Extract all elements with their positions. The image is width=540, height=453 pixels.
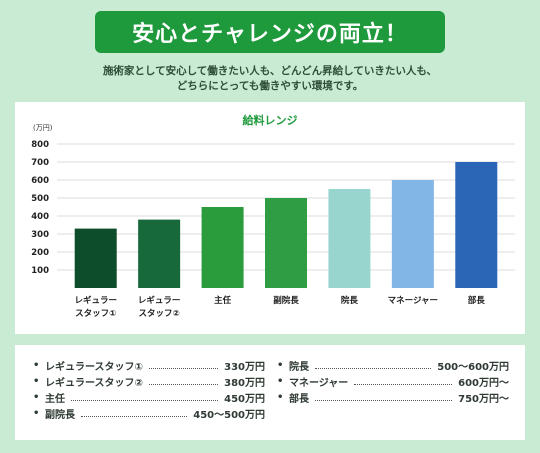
- subtitle-line-2: どちらにとっても働きやすい環境です。: [176, 80, 364, 92]
- x-tick-label: スタッフ①: [75, 308, 116, 319]
- legend-row: • マネージャー 600万円〜: [277, 373, 509, 389]
- x-tick-label: レギュラー: [74, 295, 117, 306]
- bullet-icon: •: [277, 375, 284, 387]
- legend-salary-value: 450万円: [224, 393, 265, 405]
- x-tick-label: スタッフ②: [139, 308, 180, 319]
- legend-salary-value: 600万円〜: [458, 377, 509, 389]
- bullet-icon: •: [277, 359, 284, 371]
- legend-salary-value: 500〜600万円: [437, 361, 509, 373]
- x-tick-label: 副院長: [273, 295, 299, 306]
- bar: [201, 207, 244, 288]
- y-tick-label: 600: [31, 176, 49, 186]
- y-tick-label: 800: [31, 140, 49, 150]
- legend-position-name: 副院長: [45, 409, 75, 421]
- bullet-icon: •: [277, 391, 284, 403]
- dotted-leader: [354, 378, 453, 385]
- legend-salary-value: 330万円: [224, 361, 265, 373]
- legend-right-column: • 院長 500〜600万円 • マネージャー 600万円〜 • 部長 750万円〜: [277, 357, 509, 405]
- x-tick-label: 主任: [214, 295, 232, 306]
- legend-salary-value: 450〜500万円: [193, 409, 265, 421]
- bullet-icon: •: [33, 391, 40, 403]
- bar: [74, 228, 117, 288]
- dotted-leader: [148, 362, 219, 369]
- legend-row: • 主任 450万円: [33, 389, 265, 405]
- legend-position-name: レギュラースタッフ①: [45, 361, 143, 373]
- salary-legend-panel: • レギュラースタッフ① 330万円 • レギュラースタッフ② 380万円 • 主任 450万円…: [15, 345, 525, 440]
- subtitle: 施術家として安心して働きたい人も、どんどん昇給していきたい人も、 どちらにとって…: [0, 64, 540, 94]
- dotted-leader: [315, 394, 453, 401]
- legend-salary-value: 750万円〜: [458, 393, 509, 405]
- page-title: 安心とチャレンジの両立！: [95, 11, 445, 53]
- salary-bar-chart: (万円) 100 200 300 400 500 600 700 800 レギュラースタッフ① レギ…: [31, 124, 515, 319]
- bar: [138, 219, 181, 288]
- dotted-leader: [71, 394, 219, 401]
- y-tick-label: 500: [31, 194, 49, 204]
- legend-row: • 副院長 450〜500万円: [33, 405, 265, 421]
- legend-position-name: 院長: [289, 361, 309, 373]
- chart-title: 給料レンジ: [242, 114, 298, 127]
- x-tick-label: 院長: [341, 295, 359, 306]
- x-tick-label: 部長: [468, 295, 486, 306]
- salary-chart-panel: 給料レンジ (万円) 100 200 300 400 500 600 700 800 レギュラース…: [15, 102, 525, 334]
- bar: [265, 198, 307, 288]
- legend-left-column: • レギュラースタッフ① 330万円 • レギュラースタッフ② 380万円 • 主任 450万円…: [33, 357, 265, 421]
- bullet-icon: •: [33, 407, 40, 419]
- legend-position-name: 主任: [45, 393, 65, 405]
- legend-position-name: マネージャー: [289, 377, 349, 389]
- dotted-leader: [315, 362, 432, 369]
- dotted-leader: [81, 410, 188, 417]
- legend-row: • 院長 500〜600万円: [277, 357, 509, 373]
- y-tick-label: 200: [31, 248, 49, 258]
- legend-position-name: レギュラースタッフ②: [45, 377, 143, 389]
- x-tick-label: マネージャー: [388, 295, 438, 306]
- dotted-leader: [148, 378, 219, 385]
- y-tick-label: 700: [31, 158, 49, 168]
- subtitle-line-1: 施術家として安心して働きたい人も、どんどん昇給していきたい人も、: [102, 65, 438, 77]
- y-tick-label: 400: [31, 212, 49, 222]
- bullet-icon: •: [33, 375, 40, 387]
- y-tick-label: 300: [31, 230, 49, 240]
- legend-row: • レギュラースタッフ② 380万円: [33, 373, 265, 389]
- legend-row: • レギュラースタッフ① 330万円: [33, 357, 265, 373]
- bullet-icon: •: [33, 359, 40, 371]
- bar: [455, 162, 498, 288]
- bar: [328, 189, 371, 288]
- y-unit-label: (万円): [33, 124, 53, 132]
- bar: [391, 180, 434, 288]
- y-tick-label: 100: [31, 266, 49, 276]
- legend-salary-value: 380万円: [224, 377, 265, 389]
- legend-row: • 部長 750万円〜: [277, 389, 509, 405]
- x-tick-label: レギュラー: [138, 295, 181, 306]
- legend-position-name: 部長: [289, 393, 309, 405]
